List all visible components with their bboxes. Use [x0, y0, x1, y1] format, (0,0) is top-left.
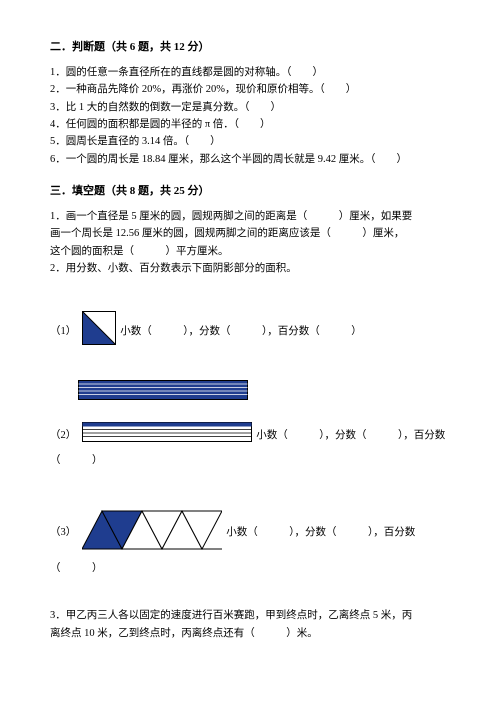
s3-q1a: 1．画一个直径是 5 厘米的圆，圆规两脚之间的距离是（ ）厘米，如果要 [50, 208, 450, 225]
fig2-label: （2） [50, 427, 76, 444]
s3-q1b: 画一个周长是 12.56 厘米的圆，圆规两脚之间的距离应该是（ ）厘米， [50, 225, 450, 242]
fig2-tail: 小数（ ），分数（ ），百分数 [256, 427, 445, 444]
s2-q2: 2．一种商品先降价 20%，再涨价 20%，现价和原价相等。（ ） [50, 81, 450, 98]
square-diagonal-icon [82, 311, 116, 345]
figure1-row: （1） 小数（ ），分数（ ），百分数（ ） [50, 311, 450, 351]
s2-q4: 4．任何圆的面积都是圆的半径的 π 倍．（ ） [50, 116, 450, 133]
fig1-svg-wrap [82, 311, 116, 351]
s3-q1c: 这个圆的面积是（ ）平方厘米。 [50, 243, 450, 260]
striped-rect-bottom-icon [82, 422, 252, 442]
s3-q2: 2．用分数、小数、百分数表示下面阴影部分的面积。 [50, 260, 450, 277]
fig2-top-svg [78, 380, 248, 406]
fig3-svg [82, 510, 222, 556]
section2-title: 二．判断题（共 6 题，共 12 分） [50, 38, 450, 56]
fig2-bot-svg [82, 422, 252, 448]
fig1-label: （1） [50, 323, 76, 340]
section3-title: 三．填空题（共 8 题，共 25 分） [50, 182, 450, 200]
fig1-tail: 小数（ ），分数（ ），百分数（ ） [120, 323, 362, 340]
figure2-block: （2） 小数（ ），分数（ ），百分数 （ ） [50, 380, 450, 470]
fig3-cont: （ ） [50, 560, 450, 577]
fig2-cont: （ ） [50, 452, 450, 469]
s2-q1: 1．圆的任意一条直径所在的直线都是圆的对称轴。（ ） [50, 64, 450, 81]
triangles-strip-icon [82, 510, 222, 550]
striped-rect-top-icon [78, 380, 248, 400]
figure3-row: （3） 小数（ ），分数（ ），百分数 [50, 510, 450, 556]
s3-q3a: 3．甲乙丙三人各以固定的速度进行百米赛跑，甲到终点时，乙离终点 5 米，丙 [50, 607, 450, 624]
s2-q6: 6．一个圆的周长是 18.84 厘米，那么这个半圆的周长就是 9.42 厘米。（… [50, 151, 450, 168]
s3-q3b: 离终点 10 米，乙到终点时，丙离终点还有（ ）米。 [50, 625, 450, 642]
page-content: 二．判断题（共 6 题，共 12 分） 1．圆的任意一条直径所在的直线都是圆的对… [0, 0, 500, 662]
fig3-tail: 小数（ ），分数（ ），百分数 [226, 524, 415, 541]
s2-q3: 3．比 1 大的自然数的倒数一定是真分数。（ ） [50, 99, 450, 116]
s2-q5: 5．圆周长是直径的 3.14 倍。（ ） [50, 133, 450, 150]
fig3-label: （3） [50, 524, 76, 541]
